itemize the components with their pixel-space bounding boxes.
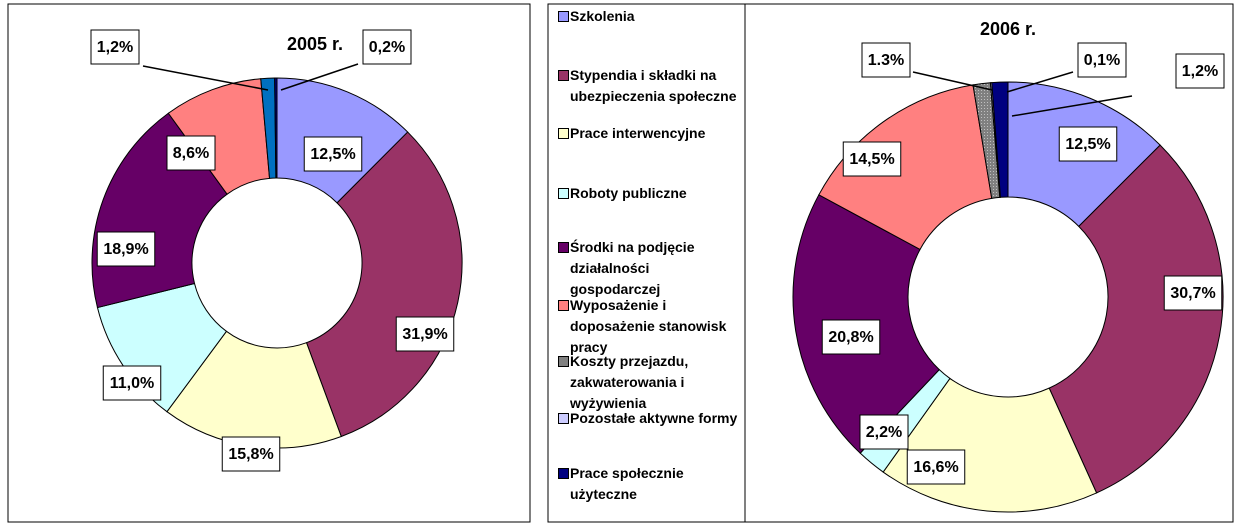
data-label-box <box>102 365 162 401</box>
data-label-box <box>96 231 156 267</box>
data-label: 20,8% <box>828 329 873 346</box>
legend-label: Roboty publiczne <box>570 185 687 201</box>
data-label: 12,5% <box>310 146 355 163</box>
legend-label: Prace interwencyjne <box>570 125 706 141</box>
legend-entry: Stypendia i składki na ubezpieczenia spo… <box>556 65 742 107</box>
data-label-box <box>303 136 363 172</box>
data-label: 18,9% <box>103 241 148 258</box>
legend-label: Wyposażenie i doposażenie stanowisk prac… <box>570 297 727 355</box>
data-label-box <box>1163 275 1223 311</box>
data-label-box <box>821 319 881 355</box>
chart-title: 2005 r. <box>287 34 343 54</box>
legend-swatch <box>558 468 569 479</box>
data-label-box <box>362 29 412 65</box>
legend-swatch <box>558 300 569 311</box>
legend-label: Szkolenia <box>570 8 635 24</box>
data-label: 2,2% <box>866 424 902 441</box>
data-label: 30,7% <box>1170 285 1215 302</box>
legend-label: Prace społecznie użyteczne <box>570 465 684 502</box>
donut-segment <box>1048 144 1224 494</box>
data-label: 0,1% <box>1084 52 1120 69</box>
data-label: 11,0% <box>110 375 154 392</box>
legend-label: Stypendia i składki na ubezpieczenia spo… <box>570 67 737 104</box>
legend-swatch <box>558 242 569 253</box>
data-label-box <box>395 316 455 352</box>
leader-line <box>912 71 993 91</box>
legend-entry: Roboty publiczne <box>556 183 742 204</box>
panel-frame <box>7 3 531 523</box>
data-label-box <box>906 449 966 485</box>
data-label-box <box>861 42 911 78</box>
data-label: 8,6% <box>173 145 209 162</box>
legend-entry: Prace społecznie użyteczne <box>556 463 742 505</box>
data-label: 1,2% <box>1182 63 1218 80</box>
legend-label: Pozostałe aktywne formy <box>570 410 738 426</box>
legend-swatch <box>558 188 569 199</box>
legend-swatch <box>558 356 569 367</box>
data-label: 14,5% <box>849 151 894 168</box>
data-label-box <box>1058 126 1118 162</box>
data-label: 0,2% <box>369 39 405 56</box>
data-label-box <box>842 141 902 177</box>
leader-line <box>1011 95 1133 117</box>
data-label-box <box>1077 42 1127 78</box>
legend-entry: Środki na podjęcie działalności gospodar… <box>556 237 742 300</box>
legend-swatch <box>558 413 569 424</box>
donut-segment <box>274 77 278 179</box>
legend-swatch <box>558 11 569 22</box>
data-label: 1,2% <box>97 39 133 56</box>
legend-swatch <box>558 70 569 81</box>
legend-entry: Prace interwencyjne <box>556 123 742 144</box>
chart-title: 2006 r. <box>980 19 1036 39</box>
data-label-box <box>1175 53 1225 89</box>
data-label-box <box>859 414 909 450</box>
legend-label: Koszty przejazdu, zakwaterowania i wyżyw… <box>570 353 689 411</box>
legend-entry: Pozostałe aktywne formy <box>556 408 742 429</box>
legend-swatch <box>558 128 569 139</box>
legend-entry: Szkolenia <box>556 6 742 27</box>
data-label: 15,8% <box>228 446 273 463</box>
leader-line <box>142 65 269 91</box>
legend-entry: Wyposażenie i doposażenie stanowisk prac… <box>556 295 742 358</box>
panel-frame <box>547 3 1234 523</box>
data-label-box <box>166 135 216 171</box>
donut-segment <box>166 330 342 449</box>
data-label: 1.3% <box>868 52 904 69</box>
data-label-box <box>90 29 140 65</box>
leader-line <box>1006 71 1074 93</box>
data-label-box <box>221 436 281 472</box>
legend-entry: Koszty przejazdu, zakwaterowania i wyżyw… <box>556 351 742 414</box>
data-label: 31,9% <box>402 326 447 343</box>
leader-line <box>280 63 359 91</box>
data-label: 12,5% <box>1065 136 1110 153</box>
legend-label: Środki na podjęcie działalności gospodar… <box>570 239 695 297</box>
donut-segment <box>305 131 463 438</box>
data-label: 16,6% <box>913 459 958 476</box>
donut-segment <box>991 81 1009 198</box>
